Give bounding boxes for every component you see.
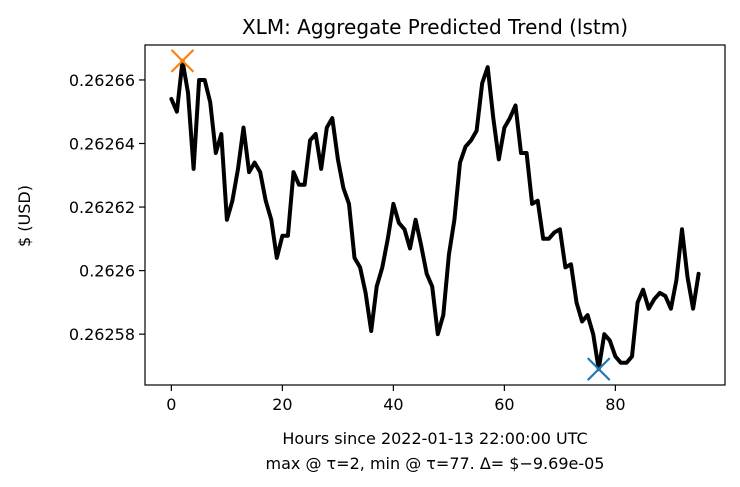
- y-tick-label: 0.26264: [69, 135, 135, 154]
- x-axis: 0 20 40 60 80: [166, 385, 626, 414]
- x-tick-label: 60: [494, 395, 514, 414]
- y-axis-label: $ (USD): [15, 185, 34, 247]
- y-tick-label: 0.2626: [79, 262, 135, 281]
- chart-title: XLM: Aggregate Predicted Trend (lstm): [242, 15, 628, 39]
- plot-frame: [144, 44, 726, 386]
- x-axis-sublabel: max @ τ=2, min @ τ=77. Δ= $−9.69e-05: [266, 454, 605, 473]
- plot-area: [144, 44, 726, 386]
- x-tick-label: 20: [272, 395, 292, 414]
- x-tick-label: 40: [383, 395, 403, 414]
- y-tick-label: 0.26258: [69, 325, 135, 344]
- x-tick-label: 80: [605, 395, 625, 414]
- y-axis: 0.26258 0.2626 0.26262 0.26264 0.26266: [69, 71, 145, 344]
- y-tick-label: 0.26262: [69, 198, 135, 217]
- x-tick-label: 0: [166, 395, 176, 414]
- x-axis-label: Hours since 2022-01-13 22:00:00 UTC: [282, 429, 587, 448]
- y-tick-label: 0.26266: [69, 71, 135, 90]
- trend-line: [169, 58, 701, 372]
- min-marker: [586, 357, 611, 381]
- max-marker: [170, 49, 195, 73]
